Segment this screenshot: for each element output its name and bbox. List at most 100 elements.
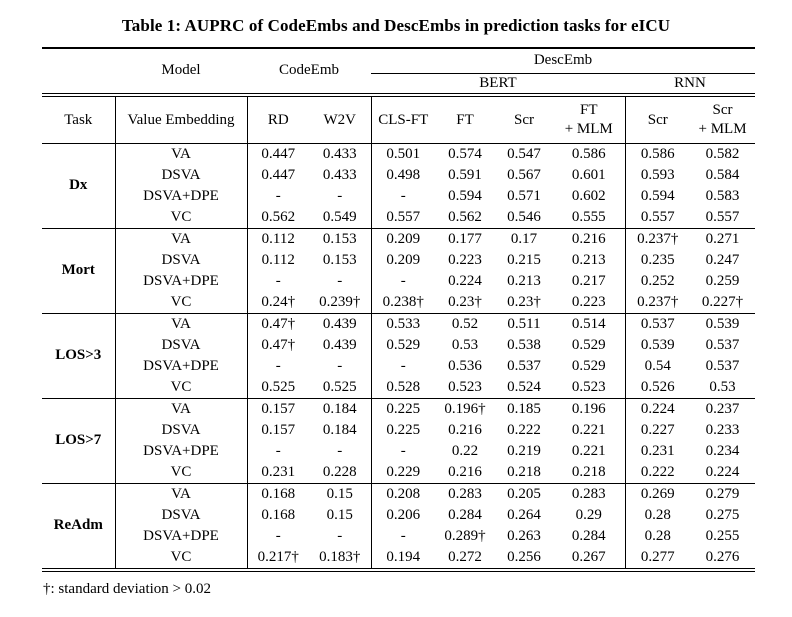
rnn-header: RNN [625,73,756,97]
metric-value: 0.229 [386,463,421,480]
table-row: DSVA 0.447 0.433 0.498 0.591 0.567 0.601 0.593 0… [42,165,755,186]
metric-value: 0.439 [309,313,372,335]
metric-value: 0.537 [625,313,690,335]
metric-value: - [275,527,281,544]
value-embedding-label: VC [115,547,248,570]
col-header-rnn-scr-mlm: Scr + MLM [690,95,756,144]
metric-value: 0.157 [261,421,296,438]
metric-value: 0.284 [553,526,626,547]
metric-value: 0.209 [386,251,421,268]
metric-value: - [400,357,406,374]
metric-value: 0.177 [435,228,495,250]
metric-value: 0.228 [309,462,372,484]
table-row: DSVA+DPE - - - 0.289† 0.263 0.284 0.28 0.255 [42,526,755,547]
metric-value: 0.196 [553,398,626,420]
metric-value: 0.185 [495,398,553,420]
metric-value: - [309,526,372,547]
value-embedding-label: DSVA [115,250,248,271]
value-embedding-label: DSVA [115,420,248,441]
metric-value: 0.525 [261,378,296,395]
metric-value: 0.583 [705,187,740,204]
metric-value: 0.252 [640,272,675,289]
task-label: LOS>3 [42,313,116,399]
value-embedding-label: VA [115,483,248,505]
metric-value: 0.219 [507,442,541,459]
metric-value: 0.523 [448,378,482,395]
metric-value: 0.584 [705,166,740,183]
metric-value: 0.537 [507,357,541,374]
metric-value: 0.225 [386,421,421,438]
table-row: DSVA+DPE - - - 0.224 0.213 0.217 0.252 0.259 [42,271,755,292]
metric-value: 0.289† [444,527,486,544]
metric-value: 0.22 [451,442,479,459]
value-embedding-label: VC [115,207,248,229]
header-group-row: Model CodeEmb DescEmb [42,48,756,97]
metric-value: 0.238† [382,293,424,310]
value-embedding-label: VA [115,398,248,420]
metric-value: 0.567 [507,166,541,183]
metric-value: 0.536 [448,357,482,374]
value-embedding-label: DSVA [115,505,248,526]
metric-value: 0.586 [553,143,626,165]
metric-value: 0.546 [507,208,541,225]
metric-value: - [309,186,372,207]
table-row: VC 0.231 0.228 0.229 0.216 0.218 0.218 0.222 0.2… [42,462,755,484]
metric-value: 0.216 [553,228,626,250]
metric-value: 0.263 [507,527,541,544]
metric-value: - [309,441,372,462]
value-embedding-label: VA [115,143,248,165]
metric-value: - [400,272,406,289]
metric-value: - [400,187,406,204]
metric-value: 0.217 [553,271,626,292]
metric-value: 0.215 [507,251,541,268]
metric-value: 0.153 [309,250,372,271]
col-header-ft-mlm: FT + MLM [553,95,626,144]
value-embedding-label: DSVA+DPE [115,526,248,547]
metric-value: 0.529 [553,356,626,377]
metric-value: 0.582 [690,143,756,165]
metric-value: 0.255 [705,527,740,544]
metric-value: 0.594 [640,187,675,204]
metric-value: 0.237† [637,293,679,310]
metric-value: 0.223 [448,251,482,268]
value-embedding-label: VA [115,228,248,250]
metric-value: 0.237† [625,228,690,250]
table-row: ReAdm VA 0.168 0.15 0.208 0.283 0.205 0.283 0.26… [42,483,756,570]
metric-value: 0.259 [705,272,740,289]
metric-value: 0.227 [640,421,675,438]
metric-value: 0.269 [625,483,690,505]
metric-value: 0.183† [309,547,372,570]
metric-value: 0.208 [371,483,435,505]
metric-value: - [275,442,281,459]
table-row: LOS>7 VA 0.157 0.184 0.225 0.196† 0.185 0.196 0.… [42,398,756,484]
metric-value: 0.537 [705,336,740,353]
value-embedding-label: VC [115,462,248,484]
metric-value: 0.586 [625,143,690,165]
table-row: DSVA+DPE - - - 0.536 0.537 0.529 0.54 0.537 [42,356,755,377]
metric-value: 0.168 [261,506,296,523]
metric-value: 0.511 [495,313,553,335]
value-embedding-label: DSVA [115,335,248,356]
metric-value: 0.23† [448,293,482,310]
col-header-rd: RD [247,95,309,144]
metric-value: - [275,357,281,374]
col-header-cls-ft: CLS-FT [371,95,435,144]
metric-value: 0.501 [371,143,435,165]
table-row: Mort VA 0.112 0.153 0.209 0.177 0.17 0.216 0.237… [42,228,756,314]
table-row: DSVA 0.112 0.153 0.209 0.223 0.215 0.213 0.235 0… [42,250,755,271]
model-header: Model [115,48,247,97]
table-row: DSVA+DPE - - - 0.22 0.219 0.221 0.231 0.234 [42,441,755,462]
metric-value: 0.29 [553,505,626,526]
metric-value: 0.267 [553,547,626,570]
col-header-w2v: W2V [309,95,372,144]
metric-value: 0.279 [690,483,756,505]
descemb-header: DescEmb [371,48,756,74]
table-row: DSVA 0.168 0.15 0.206 0.284 0.264 0.29 0.28 0.27… [42,505,755,526]
metric-value: 0.213 [553,250,626,271]
metric-value: 0.562 [261,208,296,225]
table-caption: Table 1: AUPRC of CodeEmbs and DescEmbs … [121,16,671,35]
table-row: DSVA 0.47† 0.439 0.529 0.53 0.538 0.529 0.539 0.… [42,335,755,356]
metric-value: 0.234 [705,442,740,459]
metric-value: 0.272 [448,548,482,565]
metric-value: 0.439 [309,335,372,356]
